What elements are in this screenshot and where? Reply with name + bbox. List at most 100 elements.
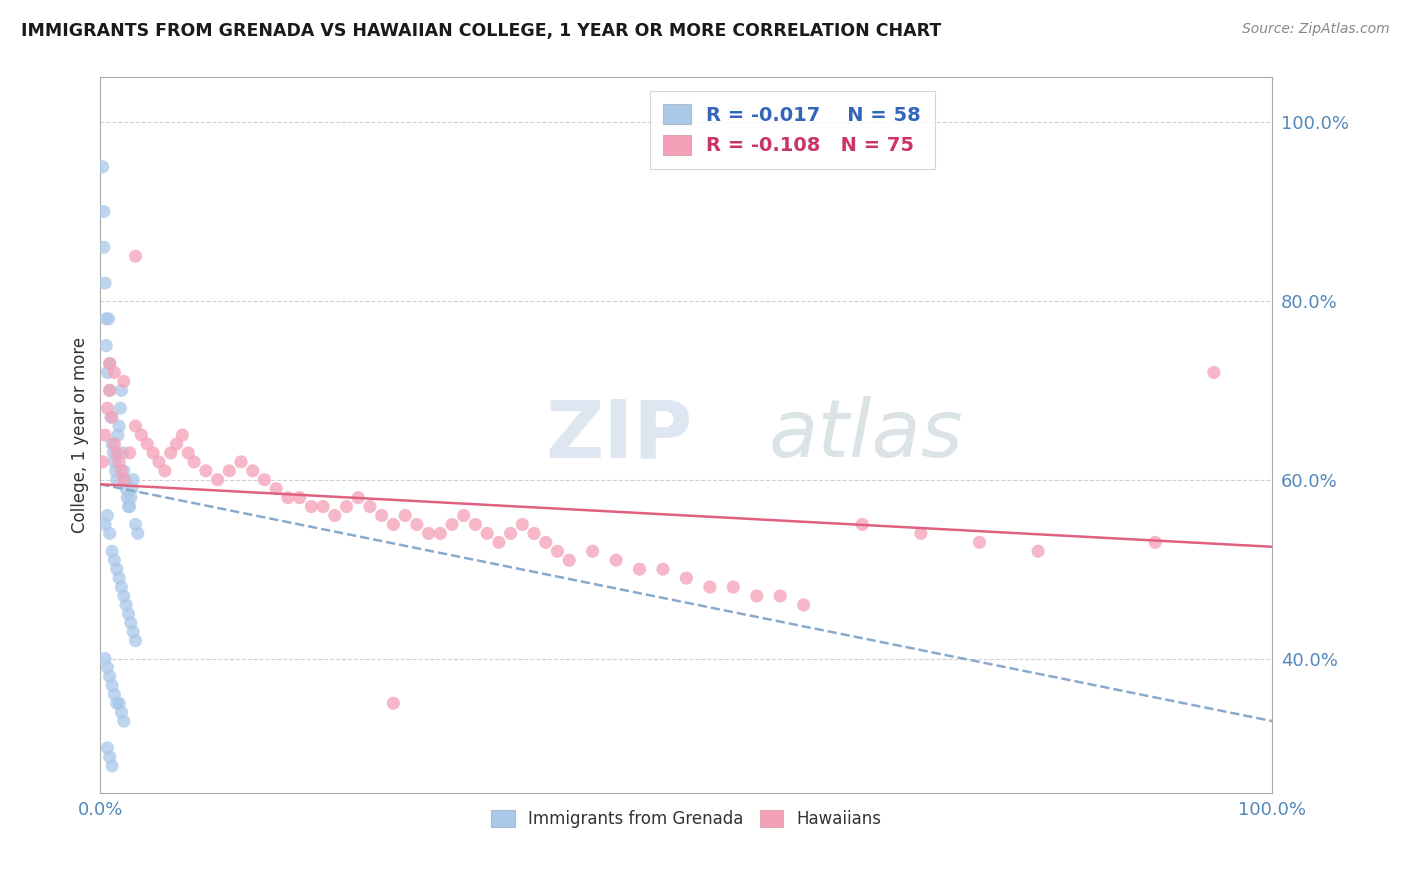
Point [112,473,135,487]
Point [183,455,205,469]
Point [394,508,416,523]
Point [108,419,131,434]
Point [117,500,139,514]
Point [558,553,581,567]
Point [194,464,217,478]
Point [122,473,145,487]
Point [103,437,125,451]
Point [98,669,121,683]
Point [108,696,131,710]
Point [242,464,264,478]
Point [96,660,118,674]
Point [103,455,125,469]
Point [114,473,136,487]
Point [207,473,229,487]
Point [124,517,146,532]
Point [510,517,533,532]
Point [153,464,176,478]
Point [98,357,121,371]
Point [115,482,138,496]
Point [105,446,128,460]
Point [101,410,124,425]
Point [118,500,141,514]
Point [723,580,745,594]
Point [96,741,118,756]
Point [122,624,145,639]
Point [93,204,115,219]
Point [264,482,287,496]
Point [101,437,124,451]
Point [745,589,768,603]
Point [1026,544,1049,558]
Point [136,437,159,451]
Point [98,750,121,764]
Point [464,517,486,532]
Point [131,428,153,442]
Text: ZIP: ZIP [546,396,693,474]
Point [405,517,427,532]
Point [91,455,114,469]
Point [115,598,138,612]
Point [96,401,118,416]
Point [111,446,134,460]
Point [105,473,128,487]
Point [112,464,135,478]
Point [103,553,125,567]
Point [118,446,141,460]
Point [108,455,131,469]
Point [418,526,440,541]
Point [628,562,651,576]
Point [110,580,132,594]
Y-axis label: College, 1 year or more: College, 1 year or more [72,337,89,533]
Point [605,553,627,567]
Point [120,615,142,630]
Point [105,562,128,576]
Point [96,508,118,523]
Legend: Immigrants from Grenada, Hawaiians: Immigrants from Grenada, Hawaiians [485,803,889,834]
Point [547,544,569,558]
Point [148,455,170,469]
Point [370,508,392,523]
Point [105,696,128,710]
Point [429,526,451,541]
Point [98,526,121,541]
Point [110,705,132,719]
Point [124,419,146,434]
Point [312,500,335,514]
Point [1144,535,1167,549]
Point [277,491,299,505]
Point [112,714,135,728]
Point [127,526,149,541]
Point [110,464,132,478]
Point [159,446,181,460]
Point [335,500,357,514]
Point [172,428,194,442]
Point [382,517,405,532]
Point [108,571,131,585]
Point [382,696,405,710]
Point [107,428,129,442]
Point [440,517,463,532]
Point [359,500,381,514]
Point [534,535,557,549]
Point [93,240,115,254]
Point [499,526,522,541]
Point [177,446,200,460]
Point [112,589,135,603]
Point [104,464,127,478]
Point [121,482,143,496]
Point [94,428,117,442]
Point [112,375,135,389]
Point [120,491,142,505]
Point [218,464,240,478]
Point [101,678,124,692]
Point [675,571,697,585]
Point [142,446,165,460]
Point [969,535,991,549]
Point [288,491,311,505]
Point [475,526,498,541]
Point [94,276,117,290]
Text: Source: ZipAtlas.com: Source: ZipAtlas.com [1241,22,1389,37]
Point [103,366,125,380]
Point [100,410,122,425]
